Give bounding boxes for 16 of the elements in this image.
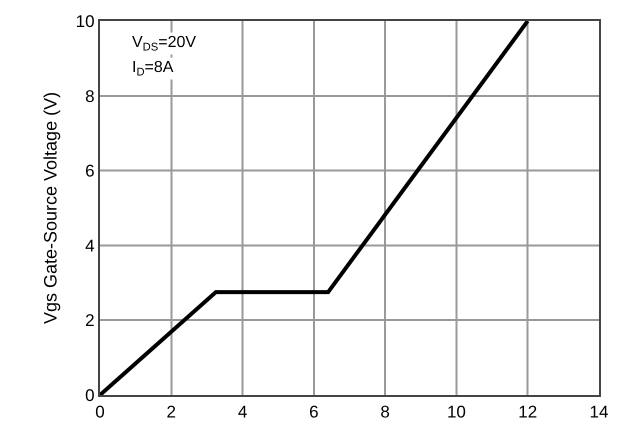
x-tick-label: 6: [309, 402, 319, 422]
annotation: I$_{D}$=8A: [132, 59, 174, 78]
y-axis-title: Vgs Gate-Source Voltage (V): [40, 92, 60, 324]
y-tick-label: 6: [85, 162, 95, 181]
y-tick-label: 8: [85, 86, 95, 106]
y-tick-label: 10: [76, 12, 95, 31]
x-tick-label: 2: [166, 402, 176, 422]
y-tick-label: 0: [85, 386, 95, 405]
y-tick-label: 4: [85, 236, 95, 256]
x-tick-label: 8: [380, 402, 390, 422]
annotation: V$_{DS}$=20V: [132, 34, 196, 54]
x-tick-label: 4: [238, 402, 248, 422]
y-tick-label: 2: [85, 311, 95, 330]
x-tick-label: 10: [446, 402, 466, 422]
x-tick-label: 12: [518, 402, 538, 422]
x-tick-label: 14: [590, 402, 608, 422]
